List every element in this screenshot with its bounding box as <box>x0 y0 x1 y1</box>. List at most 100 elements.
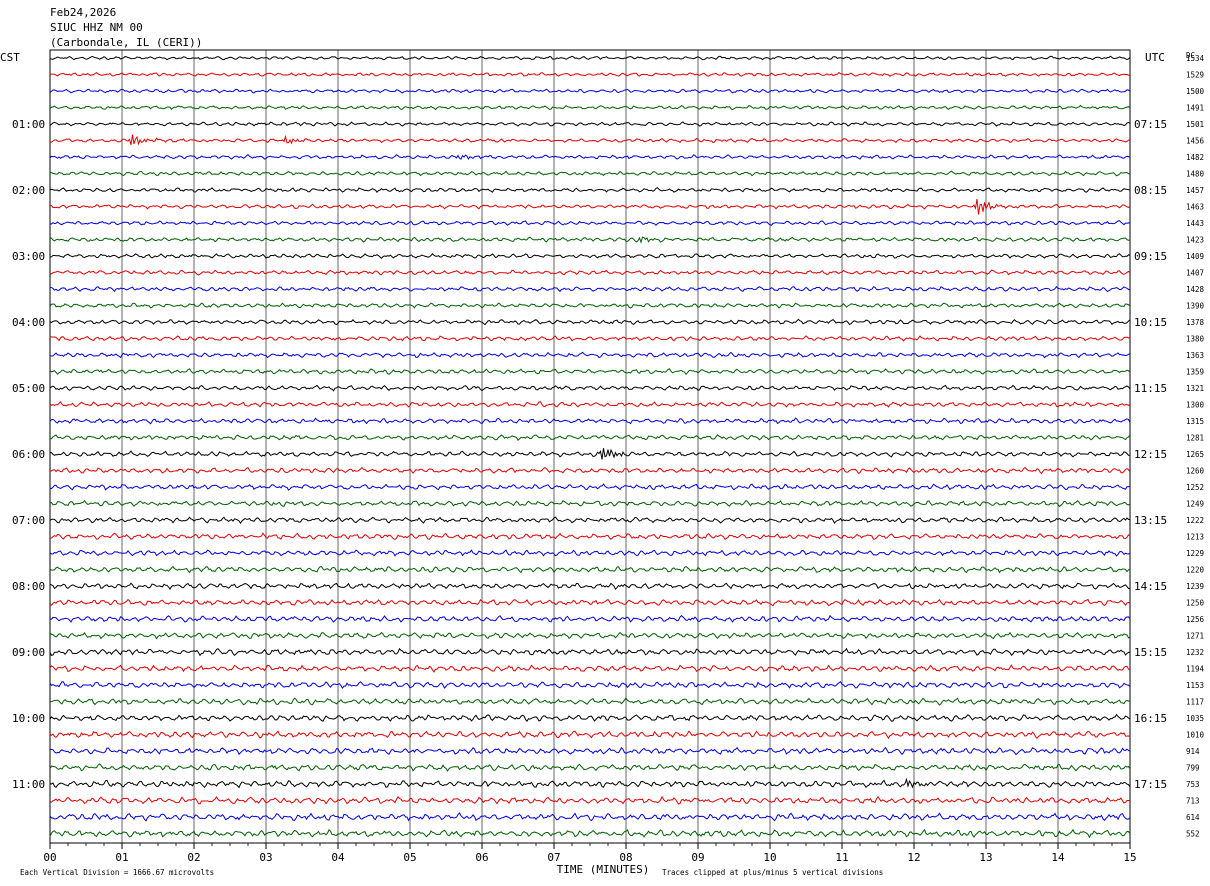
dc-offset-label: 1222 <box>1186 516 1204 525</box>
x-tick-label: 04 <box>331 851 345 864</box>
left-hour-label: 09:00 <box>12 646 45 659</box>
dc-offset-label: 1300 <box>1186 401 1205 410</box>
seismic-trace <box>49 434 1131 441</box>
seismic-trace <box>49 614 1131 623</box>
seismic-trace <box>49 302 1131 309</box>
left-hour-labels: 01:00 02:00 03:00 04:00 05:00 06:00 07:00 08:00… <box>12 118 45 791</box>
seismic-trace <box>49 187 1131 193</box>
seismic-trace <box>49 335 1131 342</box>
scale-note: Each Vertical Division = 1666.67 microvo… <box>20 868 214 877</box>
seismic-trace <box>49 285 1131 293</box>
trace-group <box>49 55 1131 839</box>
dc-offset-label: 713 <box>1186 797 1200 806</box>
x-tick-label: 08 <box>619 851 632 864</box>
seismic-trace <box>49 647 1131 657</box>
dc-offset-label: 1281 <box>1186 434 1204 443</box>
dc-offset-label: 1271 <box>1186 632 1204 641</box>
x-tick-label: 07 <box>547 851 560 864</box>
dc-offset-label: 1359 <box>1186 368 1204 377</box>
seismic-trace <box>49 466 1131 475</box>
dc-offset-label: 799 <box>1186 764 1200 773</box>
dc-offset-label: 1260 <box>1186 467 1205 476</box>
seismic-trace <box>49 198 1131 215</box>
dc-offset-label: 1256 <box>1186 615 1205 624</box>
x-tick-label: 11 <box>835 851 848 864</box>
header-location: (Carbondale, IL (CERI)) <box>50 36 202 49</box>
dc-offset-label: 1407 <box>1186 269 1204 278</box>
dc-header-label: DC <box>1186 51 1195 60</box>
seismic-trace <box>49 681 1131 690</box>
dc-offset-label: 1457 <box>1186 186 1204 195</box>
seismic-trace <box>49 154 1131 160</box>
dc-offset-label: 1229 <box>1186 549 1204 558</box>
x-tick-label: 10 <box>763 851 776 864</box>
seismic-trace <box>49 448 1131 460</box>
dc-offset-label: 1220 <box>1186 566 1205 575</box>
dc-offset-label: 1378 <box>1186 318 1205 327</box>
dc-offset-label: 1428 <box>1186 285 1205 294</box>
x-tick-label: 13 <box>979 851 992 864</box>
seismic-trace <box>49 121 1131 127</box>
x-tick-label: 03 <box>259 851 272 864</box>
seismic-trace <box>49 582 1131 591</box>
seismic-trace <box>49 220 1131 226</box>
dc-offset-label: 1390 <box>1186 302 1205 311</box>
dc-offset-label: 1249 <box>1186 500 1204 509</box>
x-axis-title: TIME (MINUTES) <box>557 863 650 876</box>
dc-offset-label: 1443 <box>1186 219 1204 228</box>
seismic-trace <box>49 631 1131 640</box>
left-hour-label: 03:00 <box>12 250 45 263</box>
dc-offset-label: 614 <box>1186 813 1200 822</box>
seismic-trace <box>49 763 1131 772</box>
plot-frame <box>49 49 1131 844</box>
dc-offset-label: 1480 <box>1186 170 1205 179</box>
seismic-trace <box>49 499 1131 508</box>
dc-offset-label: 1232 <box>1186 648 1204 657</box>
seismic-trace <box>49 88 1131 94</box>
x-tick-label: 01 <box>115 851 128 864</box>
dc-offset-labels: 1534 1529 1500 1491 1501 1456 1482 1480 1457 1463… <box>1186 54 1205 839</box>
seismic-trace <box>49 730 1131 740</box>
header-station: SIUC HHZ NM 00 <box>50 21 143 34</box>
seismic-trace <box>49 812 1131 822</box>
dc-offset-label: 1117 <box>1186 698 1204 707</box>
right-hour-label: 17:15 <box>1134 778 1167 791</box>
seismic-trace <box>49 483 1131 491</box>
dc-offset-label: 1380 <box>1186 335 1205 344</box>
seismic-trace <box>49 368 1131 376</box>
chart-grid <box>49 49 1131 844</box>
x-tick-label: 06 <box>475 851 488 864</box>
dc-offset-label: 1194 <box>1186 665 1205 674</box>
x-tick-label: 14 <box>1051 851 1065 864</box>
dc-offset-label: 1456 <box>1186 137 1205 146</box>
right-hour-label: 16:15 <box>1134 712 1167 725</box>
right-hour-label: 12:15 <box>1134 448 1167 461</box>
dc-offset-label: 1010 <box>1186 731 1205 740</box>
dc-offset-label: 1315 <box>1186 417 1204 426</box>
right-timezone-label: UTC <box>1145 51 1165 64</box>
right-hour-label: 15:15 <box>1134 646 1167 659</box>
left-timezone-label: CST <box>0 51 20 64</box>
dc-offset-label: 1153 <box>1186 681 1204 690</box>
dc-offset-label: 1501 <box>1186 120 1204 129</box>
seismic-trace <box>49 236 1131 244</box>
seismic-trace <box>49 417 1131 425</box>
seismic-trace <box>49 384 1131 392</box>
left-hour-label: 07:00 <box>12 514 45 527</box>
dc-offset-label: 1363 <box>1186 351 1204 360</box>
seismic-trace <box>49 828 1131 839</box>
seismic-trace <box>49 134 1131 146</box>
seismic-trace <box>49 401 1131 408</box>
dc-offset-label: 1250 <box>1186 599 1205 608</box>
dc-offset-label: 1265 <box>1186 450 1204 459</box>
left-hour-label: 04:00 <box>12 316 45 329</box>
seismic-trace <box>49 746 1131 756</box>
seismic-trace <box>49 795 1131 805</box>
seismic-trace <box>49 697 1131 706</box>
dc-offset-label: 1482 <box>1186 153 1204 162</box>
right-hour-label: 09:15 <box>1134 250 1167 263</box>
seismic-trace <box>49 351 1131 359</box>
x-tick-label: 02 <box>187 851 200 864</box>
dc-offset-label: 1529 <box>1186 71 1204 80</box>
